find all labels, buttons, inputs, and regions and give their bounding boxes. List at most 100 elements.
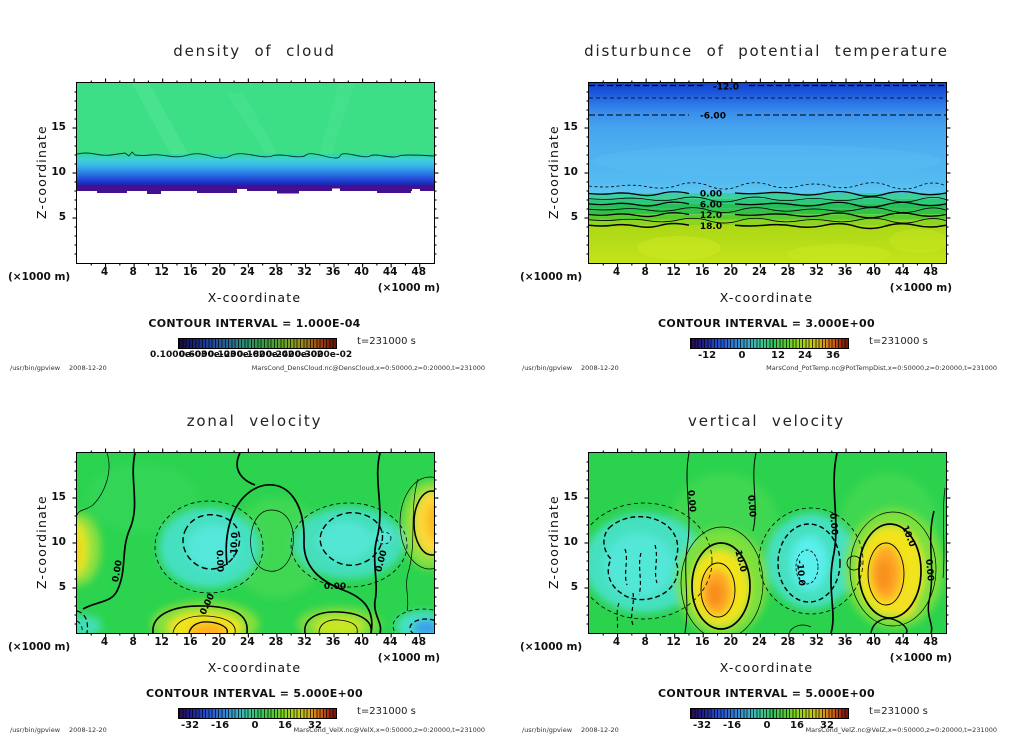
contour-labels: -12.0 -6.00 0.00 6.00 12.0 18.0 (700, 83, 739, 232)
y-tick: 15 (563, 121, 578, 133)
y-tick: 15 (51, 121, 66, 133)
colorbar (178, 708, 337, 719)
contour-lines (77, 453, 434, 633)
contour-lines (589, 84, 946, 230)
colorbar-label: 0.1000e-03 (150, 350, 208, 360)
colorbar-label: -12 (697, 350, 717, 361)
y-tick: 5 (570, 581, 578, 593)
gpview-path: /usr/bin/gpview (10, 364, 61, 372)
x-tick: 24 (752, 636, 767, 648)
x-tick: 12 (154, 266, 169, 278)
x-tick: 8 (129, 636, 137, 648)
x-tick: 8 (641, 266, 649, 278)
y-axis-ticks: 5 10 15 (552, 82, 580, 262)
colorbar (690, 708, 849, 719)
contour-lines (77, 151, 434, 159)
colorbar-labels: 0.1000e-03 0.6000e-03 0.1200e-02 0.1800e… (0, 350, 512, 362)
colorbar-gradient (691, 709, 848, 718)
fill-layer (589, 83, 946, 263)
x-axis-ticks: 4 8 12 16 20 24 28 32 36 40 44 48 (76, 636, 433, 649)
x-tick: 44 (382, 266, 398, 278)
x-tick: 48 (923, 266, 939, 278)
x-tick: 36 (325, 636, 341, 648)
footer-command: /usr/bin/gpview 2008-12-20 (10, 364, 107, 372)
y-tick: 5 (570, 211, 578, 223)
x-tick: 40 (354, 266, 369, 278)
colorbar-labels: -12 0 12 24 36 (512, 350, 1024, 362)
contour-lines (589, 453, 946, 633)
x-tick: 40 (866, 636, 881, 648)
colorbar-label: 0.6000e-03 (179, 350, 237, 360)
colorbar-label: 0 (251, 720, 259, 731)
x-tick: 44 (894, 636, 910, 648)
x-tick: 28 (780, 266, 796, 278)
contour-interval-label: CONTOUR INTERVAL = 3.000E+00 (658, 317, 875, 330)
contour-label: -6.00 (700, 112, 726, 122)
colorbar-label: 16 (278, 720, 292, 731)
x-tick: 24 (240, 266, 255, 278)
x-tick: 4 (100, 636, 109, 648)
contour-label: -10.0 (229, 532, 240, 558)
x-tick: 8 (129, 266, 137, 278)
x-tick: 36 (837, 266, 853, 278)
colorbar-label: 0.1800e-02 (237, 350, 295, 360)
time-label: t=231000 s (357, 706, 416, 717)
x-tick: 40 (354, 636, 369, 648)
x-tick: 28 (268, 636, 284, 648)
footer-dataset: MarsCond_VelX.nc@VelX,x=0:50000,z=0:2000… (293, 726, 485, 734)
x-axis-label: X-coordinate (719, 660, 814, 675)
footer-command: /usr/bin/gpview 2008-12-20 (522, 364, 619, 372)
page-title: vertical velocity (688, 412, 845, 430)
run-date: 2008-12-20 (69, 726, 107, 734)
footer-dataset: MarsCond_VelZ.nc@VelZ,x=0:50000,z=0:2000… (805, 726, 997, 734)
plot-area: -12.0 -6.00 0.00 6.00 12.0 18.0 (584, 78, 951, 268)
plot-area (72, 78, 439, 268)
x-axis-label: X-coordinate (207, 660, 302, 675)
x-axis-unit: (×1000 m) (377, 282, 440, 294)
panel-vertical-velocity: vertical velocity Z-coordinate 5 10 15 (512, 370, 1024, 740)
gpview-path: /usr/bin/gpview (10, 726, 61, 734)
colorbar-label: 32 (308, 720, 322, 731)
y-tick: 10 (51, 536, 66, 548)
x-tick: 28 (780, 636, 796, 648)
colorbar-label: 0.2400e-02 (266, 350, 324, 360)
colorbar-labels: -32 -16 0 16 32 (0, 720, 512, 732)
x-tick: 40 (866, 266, 881, 278)
x-tick: 12 (666, 266, 681, 278)
contour-label: 0.00 (214, 550, 225, 573)
x-axis-unit: (×1000 m) (889, 282, 952, 294)
x-tick: 20 (723, 266, 739, 278)
colorbar-label: -32 (692, 720, 712, 731)
y-axis-unit: (×1000 m) (520, 271, 583, 283)
x-tick: 12 (666, 636, 681, 648)
contour-field: -12.0 -6.00 0.00 6.00 12.0 18.0 (589, 83, 946, 263)
y-axis-unit: (×1000 m) (8, 271, 71, 283)
y-tick: 10 (563, 536, 578, 548)
page-title: density of cloud (173, 42, 336, 60)
time-label: t=231000 s (869, 336, 928, 347)
contour-label: 0.00 (923, 559, 935, 582)
contour-field: 0.00 -10.0 0.00 0.00 0.00 0.00 (77, 453, 434, 633)
colorbar-label: 0 (738, 350, 746, 361)
contour-interval-label: CONTOUR INTERVAL = 5.000E+00 (146, 687, 363, 700)
x-tick: 24 (240, 636, 255, 648)
colorbar-label: 0.3000e-02 (295, 350, 353, 360)
y-axis-ticks: 5 10 15 (40, 452, 68, 632)
x-tick: 32 (297, 636, 312, 648)
plot-area: 0.00 -10.0 0.00 0.00 0.00 0.00 (72, 448, 439, 638)
gpview-path: /usr/bin/gpview (522, 726, 573, 734)
colorbar-label: 12 (771, 350, 785, 361)
contour-label: 18.0 (700, 222, 722, 232)
colorbar (690, 338, 849, 349)
x-axis-unit: (×1000 m) (889, 652, 952, 664)
x-tick: 20 (211, 266, 227, 278)
x-tick: 20 (723, 636, 739, 648)
x-tick: 16 (694, 636, 710, 648)
x-tick: 12 (154, 636, 169, 648)
page-title: zonal velocity (186, 412, 323, 430)
colorbar-label: 32 (820, 720, 834, 731)
y-tick: 10 (51, 166, 66, 178)
colorbar-label: 24 (798, 350, 812, 361)
gpview-path: /usr/bin/gpview (522, 364, 573, 372)
contour-label: 0.00 (745, 495, 757, 518)
